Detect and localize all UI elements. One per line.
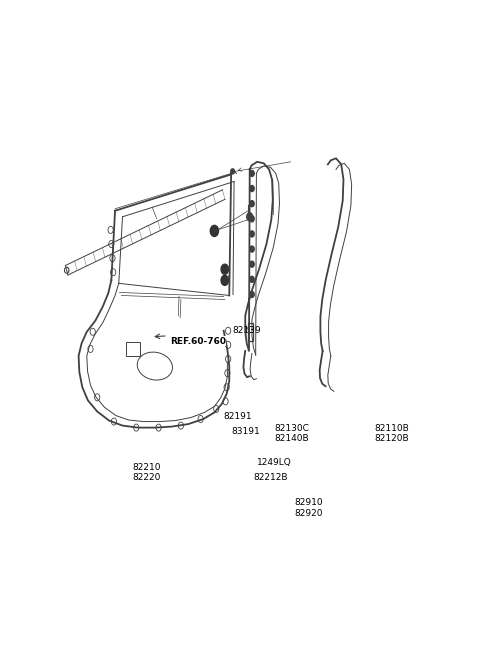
Bar — [126, 342, 140, 356]
Text: 1249LQ: 1249LQ — [257, 458, 292, 467]
Bar — [248, 323, 253, 341]
Circle shape — [231, 169, 234, 174]
Circle shape — [250, 261, 254, 267]
Circle shape — [250, 200, 254, 207]
Text: 82130C
82140B: 82130C 82140B — [274, 424, 309, 443]
Circle shape — [221, 264, 228, 274]
Text: REF.60-760: REF.60-760 — [170, 337, 226, 346]
Text: 83191: 83191 — [231, 426, 260, 436]
Circle shape — [247, 213, 252, 221]
Text: 82210
82220: 82210 82220 — [132, 463, 161, 482]
Circle shape — [250, 276, 254, 282]
Circle shape — [210, 225, 218, 236]
Circle shape — [250, 185, 254, 191]
Circle shape — [250, 291, 254, 297]
Circle shape — [250, 215, 254, 222]
Text: 82212B: 82212B — [253, 473, 288, 482]
Text: 82910
82920: 82910 82920 — [294, 498, 323, 517]
Text: 82191: 82191 — [224, 413, 252, 421]
Circle shape — [250, 246, 254, 252]
Text: 82139: 82139 — [232, 326, 261, 335]
Circle shape — [250, 231, 254, 237]
Text: REF.60-760: REF.60-760 — [170, 337, 220, 346]
Text: 82110B
82120B: 82110B 82120B — [374, 424, 409, 443]
Circle shape — [221, 275, 228, 286]
Circle shape — [250, 170, 254, 176]
